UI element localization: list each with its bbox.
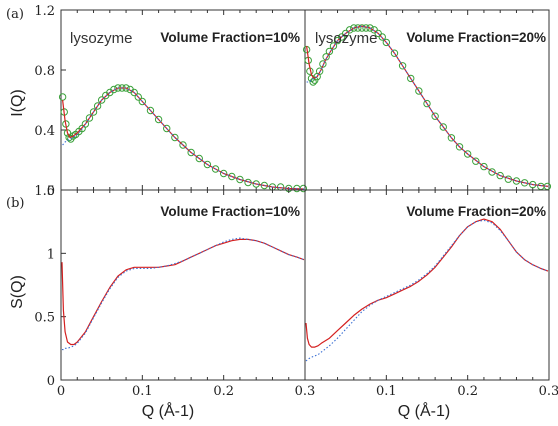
panel-label-b: (b) bbox=[6, 196, 24, 211]
data-point bbox=[366, 24, 374, 32]
data-point bbox=[325, 47, 334, 56]
data-point bbox=[423, 99, 431, 108]
data-point bbox=[350, 24, 358, 32]
y-tick-label: 1.5 bbox=[34, 184, 55, 199]
data-point bbox=[358, 24, 366, 32]
data-point bbox=[203, 160, 212, 169]
panel-a-20pct bbox=[302, 9, 552, 191]
dotted-series-line bbox=[62, 237, 305, 351]
data-point bbox=[415, 87, 423, 95]
data-point bbox=[130, 88, 138, 97]
panel-b-10pct: 00.511.50 0.1 0.2 0.3 bbox=[34, 184, 315, 399]
data-point bbox=[374, 29, 382, 38]
solid-series-line bbox=[61, 238, 305, 346]
x-tick-label: 0.1 bbox=[376, 384, 397, 399]
data-point bbox=[138, 97, 147, 106]
data-point bbox=[447, 134, 456, 142]
data-point bbox=[341, 29, 350, 38]
data-point bbox=[346, 26, 354, 34]
x-axis-title-left: Q (Å-1) bbox=[142, 401, 194, 420]
data-point bbox=[488, 168, 496, 176]
annotation-volume-fraction-a-10pct: Volume Fraction=10% bbox=[160, 30, 300, 45]
panel-b-20pct: 0.1 0.2 0.3 bbox=[304, 189, 558, 399]
x-tick-label: 0.1 bbox=[132, 384, 153, 399]
data-point bbox=[228, 172, 236, 181]
data-point bbox=[329, 42, 338, 50]
data-point bbox=[195, 154, 203, 163]
data-point bbox=[520, 179, 529, 187]
y-tick-label: 0.8 bbox=[34, 64, 55, 79]
x-tick-label: 0 bbox=[57, 384, 65, 399]
data-point bbox=[219, 169, 228, 178]
data-point bbox=[370, 26, 378, 34]
data-point bbox=[431, 112, 439, 120]
data-point bbox=[81, 120, 90, 128]
data-point bbox=[187, 148, 195, 157]
data-point bbox=[382, 38, 391, 47]
data-point bbox=[390, 49, 399, 57]
annotation-volume-fraction-a-20pct: Volume Fraction=20% bbox=[406, 30, 546, 45]
data-point bbox=[236, 175, 244, 184]
data-point bbox=[89, 108, 98, 116]
data-point bbox=[179, 141, 187, 149]
data-point bbox=[93, 102, 102, 110]
y-tick-label: 0.5 bbox=[34, 311, 55, 326]
solid-series-line bbox=[305, 218, 549, 348]
data-point bbox=[378, 33, 386, 41]
data-point bbox=[480, 162, 488, 171]
annotation-volume-fraction-b-10pct: Volume Fraction=10% bbox=[160, 204, 300, 219]
data-point bbox=[154, 115, 163, 124]
data-point bbox=[455, 143, 464, 151]
data-point bbox=[512, 177, 521, 185]
data-point bbox=[333, 36, 342, 45]
data-point bbox=[58, 93, 67, 101]
annotation-lysozyme-20pct: lysozyme bbox=[315, 30, 378, 47]
annotation-volume-fraction-b-20pct: Volume Fraction=20% bbox=[406, 204, 546, 219]
data-point bbox=[65, 133, 73, 142]
data-point bbox=[211, 165, 220, 173]
y-tick-label: 0.4 bbox=[34, 124, 55, 139]
data-point bbox=[146, 106, 155, 115]
y-tick-label: 0 bbox=[47, 184, 55, 199]
plot-frame bbox=[304, 189, 550, 381]
data-point bbox=[439, 123, 447, 131]
y-axis-title-b: S(Q) bbox=[9, 275, 26, 309]
y-tick-label: 1.2 bbox=[34, 4, 55, 19]
x-axis-title-right: Q (Å-1) bbox=[398, 401, 450, 420]
y-tick-label: 0 bbox=[47, 374, 55, 389]
data-point bbox=[315, 67, 324, 75]
y-tick-label: 1 bbox=[47, 247, 55, 262]
dotted-series-line bbox=[306, 25, 549, 187]
x-tick-label: 0.3 bbox=[539, 384, 558, 399]
x-tick-label: 0.3 bbox=[295, 384, 316, 399]
dotted-series-line bbox=[305, 219, 549, 362]
data-point bbox=[163, 124, 171, 133]
data-point bbox=[63, 129, 72, 137]
data-point bbox=[463, 150, 472, 158]
x-tick-label: 0.2 bbox=[457, 384, 478, 399]
dotted-series-line bbox=[62, 87, 305, 190]
data-point bbox=[85, 114, 94, 122]
panel-label-a: (a) bbox=[6, 7, 24, 22]
data-point bbox=[472, 157, 480, 165]
data-point bbox=[134, 93, 142, 101]
data-point bbox=[337, 33, 346, 41]
data-point bbox=[407, 74, 415, 83]
x-tick-label: 0.2 bbox=[213, 384, 234, 399]
y-axis-title-a: I(Q) bbox=[9, 89, 26, 117]
data-point bbox=[97, 96, 106, 104]
data-point bbox=[496, 171, 504, 180]
data-point bbox=[110, 85, 118, 94]
data-point bbox=[398, 62, 407, 70]
annotation-lysozyme-10pct: lysozyme bbox=[70, 30, 133, 47]
data-point bbox=[171, 133, 179, 142]
